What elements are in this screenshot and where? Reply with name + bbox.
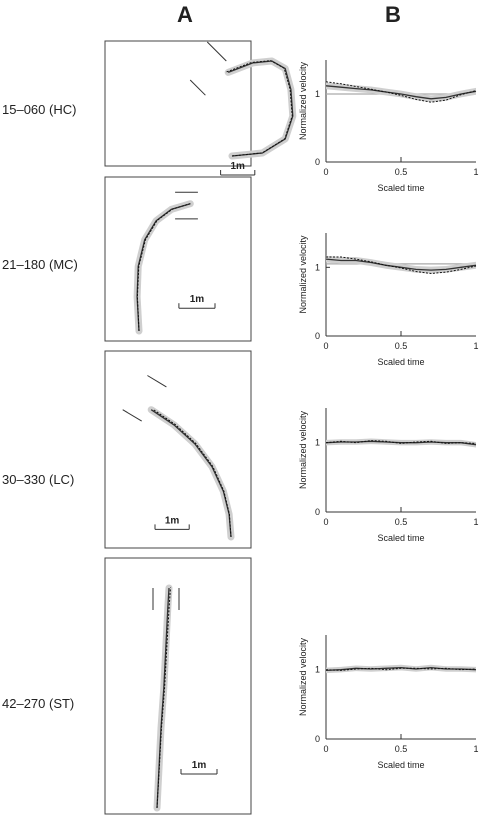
- scale-bar-label: 1m: [230, 161, 245, 172]
- x-tick-label: 0: [323, 167, 328, 177]
- y-tick-label: 0: [315, 507, 320, 517]
- trajectory-model-path: [226, 60, 293, 157]
- scale-bar-label: 1m: [165, 515, 180, 526]
- x-axis-label: Scaled time: [377, 183, 424, 193]
- variability-band: [326, 255, 476, 274]
- obstacle-marker: [122, 409, 142, 422]
- y-tick-label: 1: [315, 665, 320, 675]
- trajectory-model-path: [136, 202, 192, 332]
- x-tick-label: 0: [323, 744, 328, 754]
- velocity-plot: 0 0.5 1 0 1 Scaled time Normalized velocity: [298, 635, 479, 770]
- trajectory-frame: [104, 350, 252, 549]
- x-tick-label: 1: [473, 167, 478, 177]
- obstacle-marker: [206, 41, 227, 62]
- mean-series-line: [325, 666, 477, 672]
- y-tick-label: 0: [315, 331, 320, 341]
- velocity-plot: 0 0.5 1 0 1 Scaled time Normalized velocity: [298, 408, 479, 543]
- trajectory-panel: 1m: [104, 40, 297, 176]
- obstacle-marker: [189, 79, 206, 96]
- x-axis-label: Scaled time: [377, 533, 424, 543]
- trajectory-mean-path: [136, 203, 191, 332]
- x-tick-label: 0.5: [395, 517, 408, 527]
- x-tick-label: 1: [473, 744, 478, 754]
- y-tick-label: 1: [315, 438, 320, 448]
- trajectory-model-path: [156, 587, 171, 809]
- x-tick-label: 0.5: [395, 744, 408, 754]
- row-label-lc: 30–330 (LC): [2, 472, 74, 487]
- trajectory-variability-band: [133, 200, 194, 335]
- y-axis-label: Normalized velocity: [298, 410, 308, 489]
- model-series-line: [325, 81, 477, 103]
- row-label-st: 42–270 (ST): [2, 696, 74, 711]
- x-tick-label: 1: [473, 341, 478, 351]
- trajectory-variability-band: [224, 57, 297, 160]
- trajectory-frame: [104, 557, 252, 815]
- trajectory-variability-band: [147, 406, 235, 541]
- x-tick-label: 0.5: [395, 341, 408, 351]
- column-header-b: B: [385, 2, 401, 27]
- trajectory-model-path: [152, 408, 232, 538]
- column-header-a: A: [177, 2, 193, 27]
- trajectory-panel: 1m: [104, 350, 252, 549]
- y-axis-label: Normalized velocity: [298, 61, 308, 140]
- velocity-plot: 0 0.5 1 0 1 Scaled time Normalized velocity: [298, 233, 479, 367]
- scale-bar-label: 1m: [190, 294, 205, 305]
- row-label-mc: 21–180 (MC): [2, 257, 78, 272]
- trajectory-frame: [104, 176, 252, 342]
- trajectory-panels: 1m 1m 1m 1m: [104, 40, 297, 815]
- obstacle-marker: [147, 375, 167, 388]
- variability-band: [326, 664, 476, 674]
- trajectory-panel: 1m: [104, 176, 252, 342]
- mean-series-line: [325, 258, 477, 271]
- variability-band: [326, 82, 476, 103]
- velocity-plot: 0 0.5 1 0 1 Scaled time Normalized velocity: [298, 60, 479, 193]
- model-series-line: [325, 667, 477, 671]
- y-axis-label: Normalized velocity: [298, 637, 308, 716]
- row-label-hc: 15–060 (HC): [2, 102, 76, 117]
- scale-bar-label: 1m: [192, 760, 207, 771]
- x-axis-label: Scaled time: [377, 357, 424, 367]
- y-axis-label: Normalized velocity: [298, 235, 308, 314]
- x-tick-label: 0: [323, 517, 328, 527]
- x-tick-label: 0.5: [395, 167, 408, 177]
- trajectory-panel: 1m: [104, 557, 252, 815]
- trajectory-frame: [104, 40, 252, 167]
- y-tick-label: 1: [315, 262, 320, 272]
- y-tick-label: 1: [315, 89, 320, 99]
- model-series-line: [325, 440, 477, 444]
- trajectory-mean-path: [150, 409, 232, 538]
- x-axis-label: Scaled time: [377, 760, 424, 770]
- x-tick-label: 1: [473, 517, 478, 527]
- model-series-line: [326, 256, 477, 275]
- y-tick-label: 0: [315, 734, 320, 744]
- x-tick-label: 0: [323, 341, 328, 351]
- mean-series-line: [325, 85, 477, 100]
- velocity-plots: 0 0.5 1 0 1 Scaled time Normalized velocity 0 0.…: [298, 60, 479, 770]
- y-tick-label: 0: [315, 157, 320, 167]
